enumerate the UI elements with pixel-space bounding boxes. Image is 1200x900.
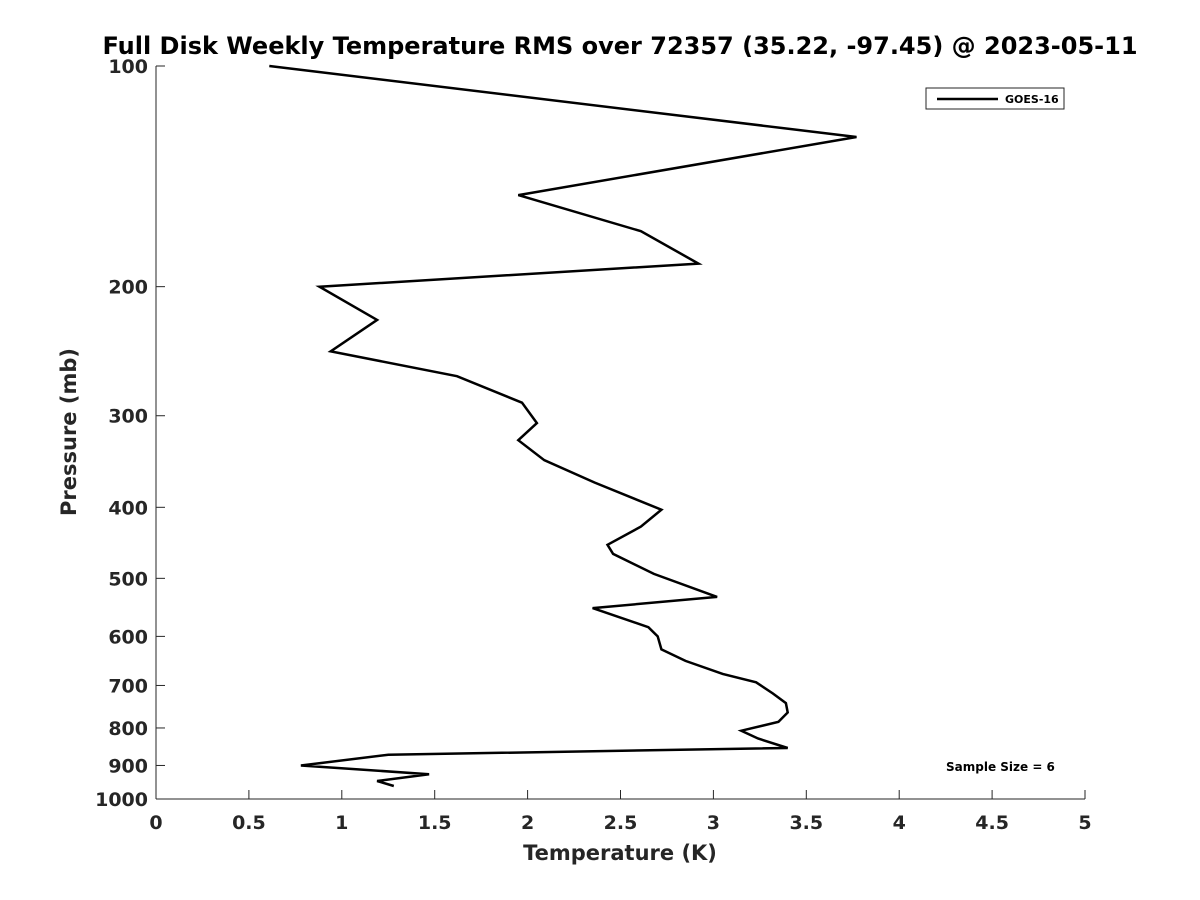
plot-lines	[269, 64, 857, 788]
x-tick-label: 4	[893, 812, 906, 834]
x-tick-label: 3	[707, 812, 720, 834]
x-tick-label: 3.5	[789, 812, 823, 834]
series-line-goes-16	[269, 64, 857, 788]
y-axis-label: Pressure (mb)	[57, 348, 81, 516]
y-tick-label: 800	[108, 718, 148, 740]
x-tick-label: 2	[521, 812, 534, 834]
chart-title: Full Disk Weekly Temperature RMS over 72…	[102, 32, 1137, 60]
x-tick-label: 0.5	[232, 812, 266, 834]
sample-size-annotation: Sample Size = 6	[946, 760, 1055, 774]
y-tick-label: 500	[108, 568, 148, 590]
y-tick-label: 900	[108, 755, 148, 777]
x-tick-label: 1	[335, 812, 348, 834]
axes: 0 0.5 1 1.5 2 2.5 3 3.5 4 4.5 5 100 200 300 400 500 600 7…	[95, 56, 1092, 834]
y-tick-label: 1000	[95, 789, 148, 811]
legend: GOES-16	[925, 87, 1065, 110]
x-tick-label: 1.5	[418, 812, 452, 834]
y-tick-label: 600	[108, 626, 148, 648]
y-tick-label: 300	[108, 406, 148, 428]
x-axis-label: Temperature (K)	[523, 841, 717, 865]
x-tick-label: 2.5	[604, 812, 638, 834]
x-tick-label: 0	[149, 812, 162, 834]
y-tick-label: 100	[108, 56, 148, 78]
y-tick-label: 200	[108, 277, 148, 299]
y-tick-label: 400	[108, 497, 148, 519]
x-tick-label: 4.5	[975, 812, 1009, 834]
legend-entry-goes-16: GOES-16	[1005, 93, 1059, 106]
y-tick-label: 700	[108, 675, 148, 697]
x-tick-label: 5	[1078, 812, 1091, 834]
